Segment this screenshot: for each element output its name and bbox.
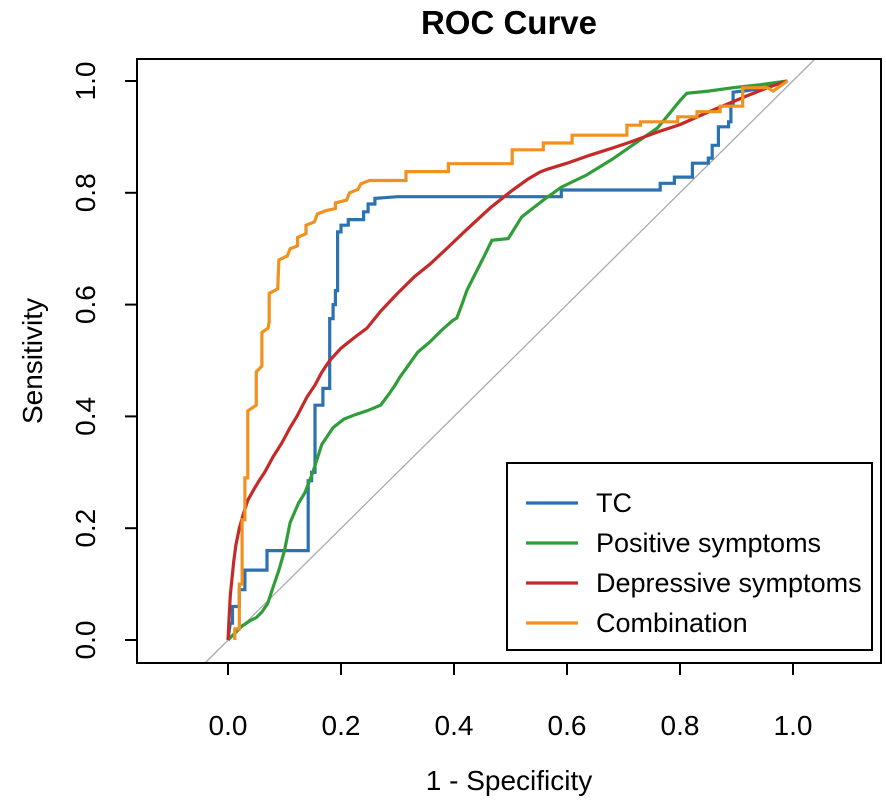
x-tick-label: 1.0	[774, 710, 813, 741]
x-axis: 0.0 0.2 0.4 0.6 0.8 1.0	[209, 663, 813, 741]
y-axis: 0.0 0.2 0.4 0.6 0.8 1.0	[70, 62, 137, 660]
y-axis-title: Sensitivity	[17, 298, 48, 424]
curve-tc	[226, 79, 788, 641]
x-axis-title: 1 - Specificity	[426, 765, 593, 796]
x-tick-label: 0.4	[435, 710, 474, 741]
y-tick-label: 0.8	[70, 173, 101, 212]
legend-label-combination: Combination	[596, 608, 748, 638]
y-tick-label: 0.4	[70, 397, 101, 436]
legend: TC Positive symptoms Depressive symptoms…	[506, 462, 873, 651]
y-tick-label: 0.0	[70, 621, 101, 660]
chart-title: ROC Curve	[421, 4, 597, 41]
x-tick-label: 0.2	[322, 710, 361, 741]
y-tick-label: 0.2	[70, 509, 101, 548]
curve-combination	[233, 79, 789, 640]
legend-label-tc: TC	[596, 488, 632, 518]
y-tick-label: 0.6	[70, 285, 101, 324]
x-tick-label: 0.0	[209, 710, 248, 741]
x-tick-label: 0.8	[661, 710, 700, 741]
roc-curves	[226, 79, 789, 642]
curve-positive-symptoms	[226, 79, 788, 642]
plot-box	[136, 58, 882, 664]
x-tick-label: 0.6	[548, 710, 587, 741]
legend-label-positive-symptoms: Positive symptoms	[596, 528, 821, 558]
legend-box	[506, 462, 873, 651]
legend-label-depressive-symptoms: Depressive symptoms	[596, 568, 862, 598]
y-tick-label: 1.0	[70, 62, 101, 101]
